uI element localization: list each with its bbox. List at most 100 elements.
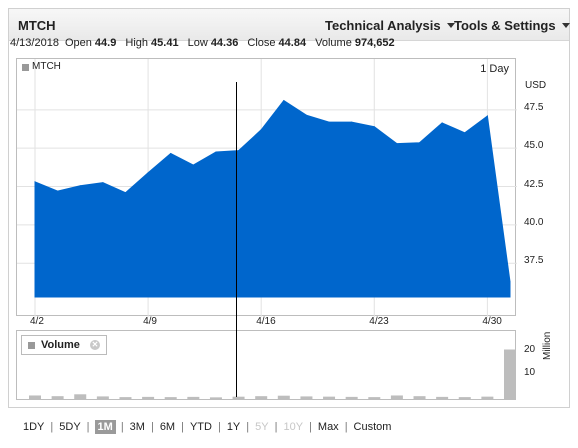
tools-settings-menu[interactable]: Tools & Settings (454, 18, 570, 33)
crosshair-line (236, 82, 237, 397)
volume-tick-label: 20 (524, 343, 536, 355)
volume-bar (142, 396, 155, 399)
tools-settings-label: Tools & Settings (454, 18, 556, 33)
volume-bar (187, 396, 200, 399)
legend-swatch (28, 341, 35, 349)
low-label: Low (187, 37, 208, 49)
range-separator: | (50, 421, 54, 433)
range-ytd-button[interactable]: YTD (189, 421, 212, 433)
volume-bar (232, 396, 245, 399)
price-area (34, 99, 511, 298)
price-point (486, 115, 488, 117)
range-separator: | (86, 421, 90, 433)
range-1m-button[interactable]: 1M (94, 420, 116, 434)
price-point (57, 190, 59, 192)
y-tick-label: 42.5 (524, 178, 544, 190)
x-tick-label: 4/23 (369, 316, 389, 327)
legend-swatch (22, 64, 29, 71)
range-1dy-button[interactable]: 1DY (23, 421, 45, 433)
x-tick-label: 4/30 (482, 316, 502, 327)
y-tick-label: 47.5 (524, 101, 544, 113)
quote-date: 4/13/2018 (10, 37, 59, 49)
volume-bar (481, 396, 494, 399)
price-point (34, 181, 36, 183)
range-separator: | (217, 421, 221, 433)
price-point (170, 153, 172, 155)
volume-bar (413, 396, 426, 399)
volume-label: Volume (315, 37, 352, 49)
price-point (102, 182, 104, 184)
volume-tick-label: 10 (524, 367, 536, 379)
y-tick-label: 45.0 (524, 140, 544, 152)
volume-bar (436, 396, 449, 399)
price-point (79, 185, 81, 187)
volume-value: 974,652 (354, 37, 395, 49)
price-point (441, 122, 443, 124)
volume-bar (300, 396, 313, 399)
chevron-down-icon (561, 23, 570, 29)
range-10y-button: 10Y (283, 421, 304, 433)
price-point (260, 129, 262, 131)
high-value: 45.41 (151, 37, 179, 49)
volume-bar (51, 396, 64, 399)
volume-bar (323, 396, 336, 399)
technical-analysis-label: Technical Analysis (325, 18, 441, 33)
chart-toolbar: MTCH Technical Analysis Tools & Settings (9, 9, 570, 41)
price-point (305, 114, 307, 116)
price-point (328, 121, 330, 123)
price-point (124, 192, 126, 194)
low-value: 44.36 (210, 37, 239, 49)
range-selector: 1DY | 5DY | 1M | 3M | 6M | YTD | 1Y | 5Y | 10Y | Max | Custo… (22, 420, 392, 434)
volume-bar (29, 395, 41, 399)
x-tick-label: 4/9 (143, 316, 157, 327)
ticker-symbol: MTCH (18, 18, 56, 33)
range-custom-button[interactable]: Custom (353, 421, 392, 433)
price-point (351, 121, 353, 123)
chevron-down-icon (446, 23, 455, 29)
range-separator: | (120, 421, 124, 433)
price-legend: MTCH (32, 61, 61, 72)
x-tick-label: 4/2 (30, 316, 44, 327)
volume-bar (368, 397, 381, 399)
range-separator: | (150, 421, 154, 433)
price-point (419, 142, 421, 144)
price-point (283, 100, 285, 102)
range-6m-button[interactable]: 6M (159, 421, 176, 433)
price-point (396, 143, 398, 145)
volume-bar (119, 397, 132, 399)
price-point (464, 132, 466, 134)
volume-unit-label: Million (542, 331, 553, 360)
price-chart-panel[interactable]: MTCH 1 Day (16, 58, 517, 317)
price-point (215, 151, 217, 153)
currency-label: USD (525, 80, 547, 91)
volume-bar (74, 394, 87, 399)
volume-chart-panel[interactable]: Volume ✕ (16, 330, 516, 400)
open-label: Open (65, 37, 92, 49)
volume-bar (164, 397, 177, 399)
range-3m-button[interactable]: 3M (129, 421, 145, 433)
price-point (192, 164, 194, 166)
volume-bar (96, 396, 109, 399)
range-separator: | (274, 421, 278, 433)
range-separator: | (246, 421, 250, 433)
range-1y-button[interactable]: 1Y (226, 421, 241, 433)
volume-bar (209, 397, 222, 399)
volume-bar (345, 396, 358, 399)
interval-label: 1 Day (480, 63, 509, 75)
volume-bar (458, 397, 471, 399)
range-5dy-button[interactable]: 5DY (59, 421, 81, 433)
y-tick-label: 40.0 (524, 216, 544, 228)
y-tick-label: 37.5 (524, 255, 544, 267)
volume-bar (390, 395, 403, 399)
range-separator: | (181, 421, 184, 433)
volume-bar (255, 396, 268, 399)
volume-legend-label: Volume (41, 339, 80, 351)
range-max-button[interactable]: Max (317, 421, 339, 433)
x-tick-label: 4/16 (256, 316, 276, 327)
close-icon[interactable]: ✕ (89, 340, 100, 350)
close-value: 44.84 (278, 37, 307, 49)
volume-bar (277, 395, 290, 399)
price-point (373, 126, 375, 128)
technical-analysis-menu[interactable]: Technical Analysis (325, 18, 455, 33)
volume-legend[interactable]: Volume ✕ (21, 335, 107, 355)
